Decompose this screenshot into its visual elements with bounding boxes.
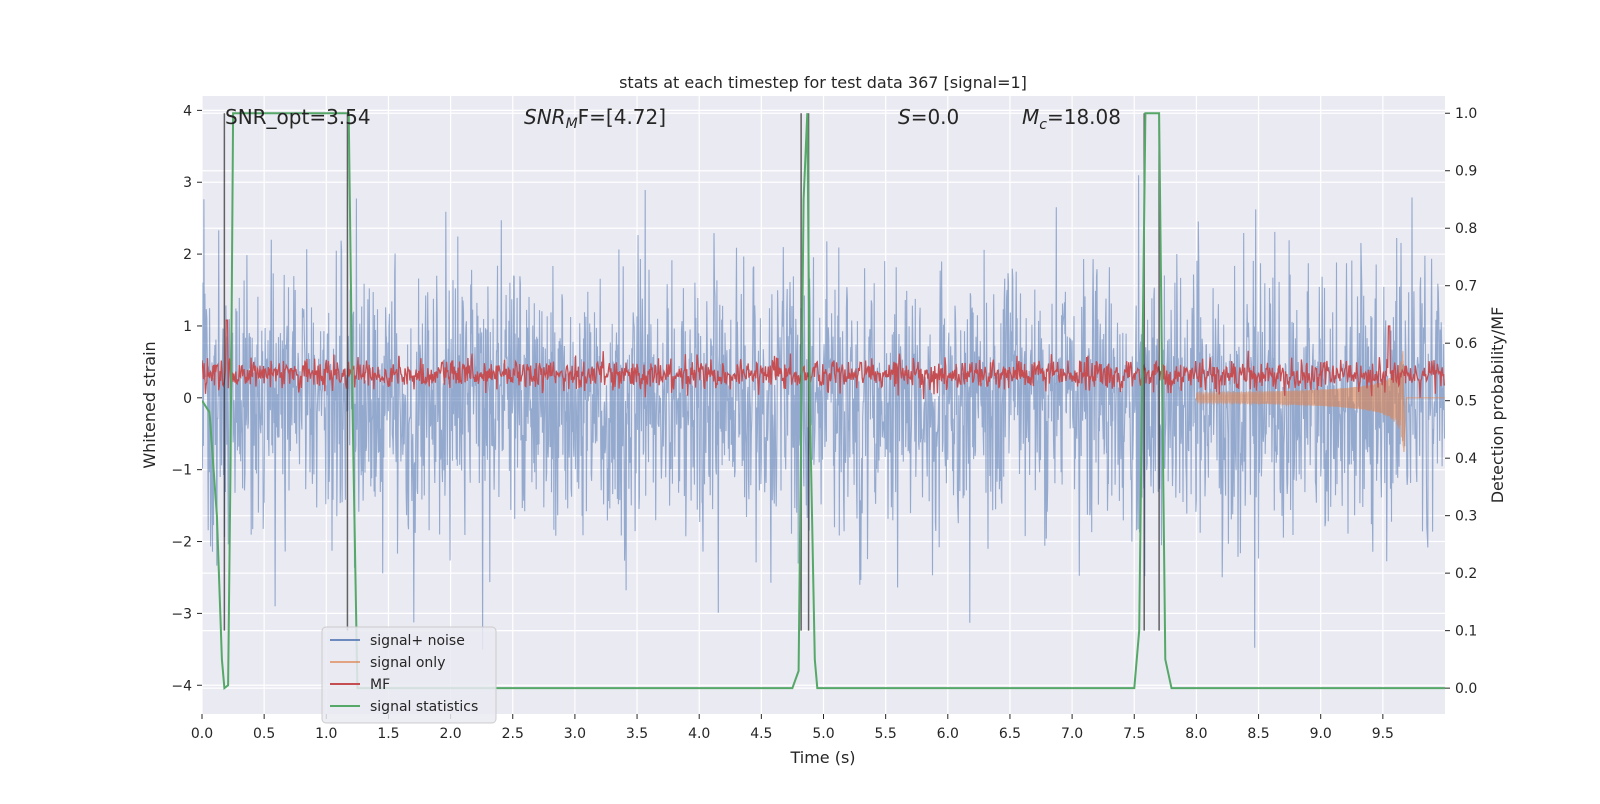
y-tick-label: 4 xyxy=(183,103,192,119)
x-tick-label: 9.0 xyxy=(1310,726,1332,742)
series-signal-only xyxy=(1195,351,1445,452)
y2-tick-label: 0.3 xyxy=(1455,509,1477,525)
x-tick-label: 8.5 xyxy=(1247,726,1269,742)
y-tick-label: −4 xyxy=(171,678,192,694)
legend-label: signal only xyxy=(370,655,445,671)
y2-tick-label: 0.6 xyxy=(1455,336,1477,352)
x-tick-label: 2.5 xyxy=(502,726,524,742)
x-axis-label: Time (s) xyxy=(789,748,855,767)
x-tick-label: 0.5 xyxy=(253,726,275,742)
x-tick-label: 4.0 xyxy=(688,726,710,742)
x-tick-label: 3.5 xyxy=(626,726,648,742)
y2-tick-label: 0.0 xyxy=(1455,681,1477,697)
legend: signal+ noise signal only MF signal statist… xyxy=(321,626,497,724)
series-signal-statistics xyxy=(202,112,1445,690)
mc-value: =18.08 xyxy=(1047,105,1121,129)
series-mf xyxy=(202,319,1445,400)
x-axis-ticks: 0.0 0.5 1.0 1.5 2.0 2.5 3.0 3.5 4.0 4.5 5.0 5.5 6.0 6… xyxy=(191,714,1394,742)
s-value: =0.0 xyxy=(911,105,960,129)
annotation-snr-mf: SNRMF=[4.72] xyxy=(524,105,666,132)
y-tick-label: −3 xyxy=(171,606,192,622)
y2-tick-label: 1.0 xyxy=(1455,106,1477,122)
snr-mf-value: F=[4.72] xyxy=(578,105,666,129)
y2-tick-label: 0.7 xyxy=(1455,279,1477,295)
mc-symbol: M xyxy=(1022,105,1039,129)
y-tick-label: −1 xyxy=(171,463,192,479)
annotation-s: S=0.0 xyxy=(898,105,959,129)
s-symbol: S xyxy=(898,105,911,129)
y-tick-label: 2 xyxy=(183,247,192,263)
snr-mf-subscript: M xyxy=(566,116,578,132)
x-tick-label: 1.0 xyxy=(315,726,337,742)
x-tick-label: 5.0 xyxy=(812,726,834,742)
snr-mf-symbol: SNR xyxy=(524,105,566,129)
x-tick-label: 4.5 xyxy=(750,726,772,742)
x-tick-label: 8.0 xyxy=(1185,726,1207,742)
y2-tick-label: 0.1 xyxy=(1455,624,1477,640)
y-axis-ticks: −4 −3 −2 −1 0 1 2 3 4 xyxy=(171,103,202,694)
y2-tick-label: 0.8 xyxy=(1455,221,1477,237)
x-tick-label: 2.0 xyxy=(439,726,461,742)
y2-axis-label: Detection probability/MF xyxy=(1488,307,1507,504)
y2-axis-ticks: 0.0 0.1 0.2 0.3 0.4 0.5 0.6 0.7 0.8 0.9 1.0 xyxy=(1445,106,1477,697)
legend-label: MF xyxy=(370,677,390,693)
annotation-mc: Mc=18.08 xyxy=(1022,105,1121,133)
x-tick-label: 5.5 xyxy=(875,726,897,742)
y-tick-label: 1 xyxy=(183,319,192,335)
y-tick-label: 3 xyxy=(183,175,192,191)
x-tick-label: 0.0 xyxy=(191,726,213,742)
y-tick-label: 0 xyxy=(183,391,192,407)
legend-label: signal+ noise xyxy=(370,633,465,649)
x-tick-label: 9.5 xyxy=(1372,726,1394,742)
y2-tick-label: 0.2 xyxy=(1455,566,1477,582)
y-axis-label: Whitened strain xyxy=(140,341,159,468)
x-tick-label: 6.5 xyxy=(999,726,1021,742)
x-tick-label: 7.0 xyxy=(1061,726,1083,742)
x-tick-label: 6.0 xyxy=(937,726,959,742)
annotation-snr-opt: SNR_opt=3.54 xyxy=(225,105,371,129)
legend-label: signal statistics xyxy=(370,699,478,715)
y-tick-label: −2 xyxy=(171,535,192,551)
chart-title: stats at each timestep for test data 367… xyxy=(619,73,1027,92)
x-tick-label: 1.5 xyxy=(377,726,399,742)
y2-tick-label: 0.9 xyxy=(1455,164,1477,180)
x-tick-label: 3.0 xyxy=(564,726,586,742)
y2-tick-label: 0.5 xyxy=(1455,394,1477,410)
legend-box xyxy=(321,626,497,724)
mc-subscript: c xyxy=(1039,117,1047,133)
x-tick-label: 7.5 xyxy=(1123,726,1145,742)
y2-tick-label: 0.4 xyxy=(1455,451,1477,467)
